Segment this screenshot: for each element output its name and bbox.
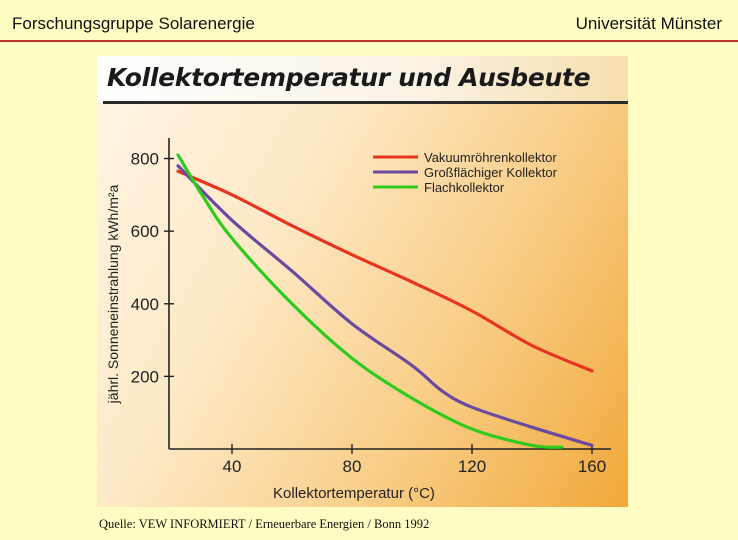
legend-label: Flachkollektor [424, 180, 505, 195]
x-tick-label: 80 [343, 457, 362, 476]
legend-label: Großflächiger Kollektor [424, 165, 558, 180]
x-tick-label: 120 [458, 457, 486, 476]
group-name: Forschungsgruppe Solarenergie [12, 14, 255, 33]
header-rule [0, 40, 738, 42]
y-tick-label: 400 [131, 295, 159, 314]
x-tick-label: 160 [578, 457, 606, 476]
y-tick-label: 800 [131, 150, 159, 169]
x-axis-label: Kollektortemperatur (°C) [273, 485, 435, 502]
university-name: Universität Münster [575, 14, 722, 33]
y-axis-label: jährl. Sonneneinstrahlung kWh/m²a [105, 184, 121, 404]
slide-header: Forschungsgruppe Solarenergie Universitä… [0, 0, 738, 40]
x-tick-label: 40 [223, 457, 242, 476]
chart-plot: 200 400 600 800 40 80 120 160 Kollektortemperatu… [105, 138, 611, 502]
series-line-vakuumroehrenkollektor [176, 169, 594, 373]
source-note: Quelle: VEW INFORMIERT / Erneuerbare Ene… [99, 517, 430, 531]
title-rule [103, 101, 628, 104]
y-tick-label: 600 [131, 222, 159, 241]
series-line-flachkollektor [176, 153, 564, 449]
chart-figure: Kollektortemperatur und Ausbeute 200 400 6… [97, 56, 628, 507]
chart-title: Kollektortemperatur und Ausbeute [107, 63, 591, 92]
legend-label: Vakuumröhrenkollektor [424, 150, 557, 165]
series-line-grossflaechiger-kollektor [176, 164, 594, 447]
title-band: Kollektortemperatur und Ausbeute [97, 56, 628, 102]
y-tick-label: 200 [131, 367, 159, 386]
